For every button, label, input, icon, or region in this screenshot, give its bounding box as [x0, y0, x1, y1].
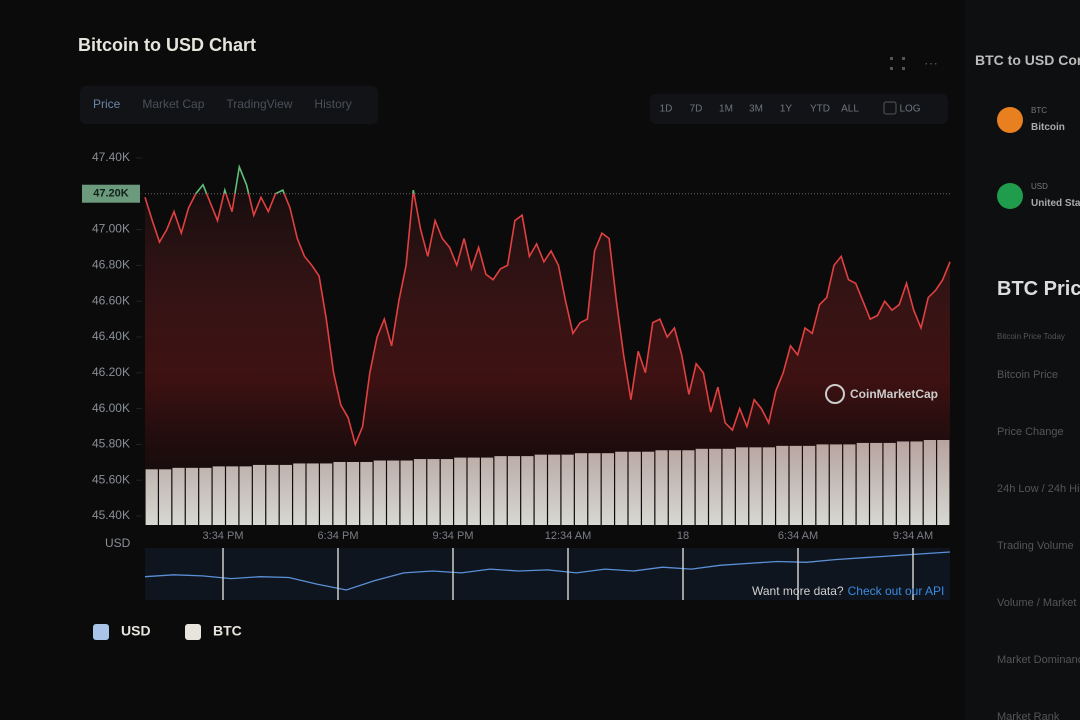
stats-title: BTC Price Statistics	[997, 278, 1080, 300]
overview-line	[144, 551, 951, 591]
stat-label: Trading Volume	[997, 540, 1074, 552]
navigator-bg	[145, 548, 950, 600]
tab[interactable]: Market Cap	[142, 97, 204, 111]
stat-label: Market Rank	[997, 711, 1060, 720]
reference-badge	[82, 184, 140, 203]
tab[interactable]: TradingView	[226, 97, 292, 111]
legend-swatch	[185, 624, 201, 640]
x-tick-label: 6:34 PM	[318, 530, 359, 542]
price-line	[144, 163, 951, 447]
btc-icon	[997, 107, 1023, 133]
legend-swatch	[93, 624, 109, 640]
stat-label: Market Dominance	[997, 654, 1080, 666]
btc-name: Bitcoin	[1031, 122, 1065, 133]
range-button[interactable]: LOG	[899, 104, 920, 115]
range-button[interactable]: 1M	[719, 104, 733, 115]
more-icon[interactable]: ···	[924, 55, 938, 71]
x-tick-label: 9:34 AM	[893, 530, 933, 542]
stat-label: 24h Low / 24h High	[997, 483, 1080, 495]
legend-label: BTC	[213, 623, 242, 639]
chart: Bitcoin to USD Chart ··· Price Market Cap…	[78, 35, 951, 640]
api-link[interactable]: Check out our API	[848, 584, 945, 598]
y-tick-label: 46.80K	[92, 258, 130, 272]
converter-title: BTC to USD Converter	[975, 52, 1080, 68]
usd-icon	[997, 183, 1023, 209]
y-tick-label: 46.20K	[92, 365, 130, 379]
y-tick-label: 45.60K	[92, 472, 130, 486]
stat-label: Price Change	[997, 426, 1064, 438]
y-tick-label: 46.60K	[92, 293, 130, 307]
watermark: CoinMarketCap	[850, 387, 938, 401]
x-tick-label: 9:34 PM	[433, 530, 474, 542]
stat-label: Bitcoin Price	[997, 369, 1059, 381]
usd-name: United States Dollar	[1031, 198, 1080, 209]
range-button[interactable]: ALL	[841, 104, 859, 115]
usd-code: USD	[1031, 182, 1048, 191]
calendar-icon[interactable]	[883, 101, 897, 115]
range-button[interactable]: 1Y	[780, 104, 793, 115]
y-tick-label: 46.00K	[92, 401, 130, 415]
watermark-logo	[825, 384, 845, 404]
y-tick-label: 45.40K	[92, 508, 130, 522]
tab[interactable]: History	[314, 97, 351, 111]
y-axis-label: USD	[105, 536, 131, 550]
y-tick-label: 47.00K	[92, 222, 130, 236]
api-prompt: Want more data?	[752, 584, 844, 598]
range-bar	[650, 94, 948, 124]
tab[interactable]: Price	[93, 97, 121, 111]
x-tick-label: 6:34 AM	[778, 530, 818, 542]
title: Bitcoin to USD Chart	[78, 35, 256, 55]
stat-label: Bitcoin Price Today	[997, 332, 1065, 341]
range-button[interactable]: YTD	[810, 104, 830, 115]
range-button[interactable]: 3M	[749, 104, 763, 115]
y-tick-label: 45.80K	[92, 437, 130, 451]
price-area	[145, 166, 950, 525]
range-button[interactable]: 1D	[660, 104, 673, 115]
legend-label: USD	[121, 623, 151, 639]
reference-label: 47.20K	[93, 188, 129, 200]
y-tick-label: 46.40K	[92, 329, 130, 343]
expand-icon[interactable]	[890, 57, 905, 70]
x-tick-label: 12:34 AM	[545, 530, 591, 542]
btc-code: BTC	[1031, 106, 1047, 115]
y-tick-label: 47.40K	[92, 150, 130, 164]
side-panel: BTC to USD Converter BTC Bitcoin USD Uni…	[965, 0, 1080, 720]
range-button[interactable]: 7D	[690, 104, 703, 115]
tab-bar	[80, 86, 378, 124]
stat-label: Volume / Market Cap	[997, 597, 1080, 609]
x-tick-label: 3:34 PM	[203, 530, 244, 542]
x-tick-label: 18	[677, 530, 689, 542]
